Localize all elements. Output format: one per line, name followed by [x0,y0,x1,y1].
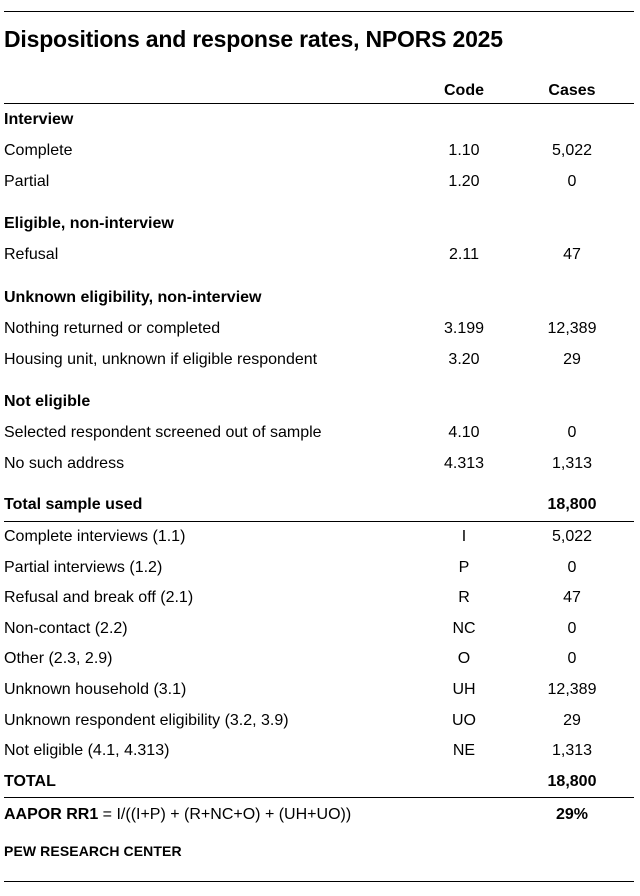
section-gap [4,479,634,490]
row-label: Non-contact (2.2) [4,619,128,637]
row-cases: 12,389 [547,320,597,338]
row-label: Refusal [4,246,59,264]
row-label: No such address [4,454,125,472]
response-rate-expression: = I/((I+P) + (R+NC+O) + (UH+UO)) [98,806,352,824]
row-label: Unknown household (3.1) [4,681,187,699]
row-label: Nothing returned or completed [4,320,221,338]
row-code: UH [452,681,476,699]
row-code: 4.313 [443,454,485,472]
row-cases: 47 [563,589,581,607]
row-code: NE [452,742,476,760]
column-header-code: Code [444,82,484,99]
row-code: 4.10 [448,424,480,442]
row-label: Complete interviews (1.1) [4,528,186,546]
row-code: NC [452,619,476,637]
row-cases: 0 [567,650,577,668]
row-code: P [458,558,470,576]
section-heading-label: Unknown eligibility, non-interview [4,288,262,306]
summary-row: Non-contact (2.2) NC 0 [4,614,634,645]
summary-row: Partial interviews (1.2) P 0 [4,552,634,583]
row-cases: 5,022 [551,142,593,160]
total-sample-row: Total sample used 18,800 [4,490,634,522]
row-code: 2.11 [449,246,479,264]
row-label: Unknown respondent eligibility (3.2, 3.9… [4,711,289,729]
row-label: Complete [4,142,73,160]
section-heading-not-eligible: Not eligible [4,386,634,418]
row-code: R [458,589,470,607]
section-heading-eligible-non-interview: Eligible, non-interview [4,208,634,240]
row-cases: 1,313 [551,454,593,472]
response-rate-name: AAPOR RR1 [4,806,99,824]
row-code: UO [452,711,476,729]
row-code: 1.20 [448,172,480,190]
total-sample-cases: 18,800 [547,496,597,514]
response-rate-row: AAPOR RR1 = I/((I+P) + (R+NC+O) + (UH+UO… [4,798,634,832]
row-label: Selected respondent screened out of samp… [4,424,322,442]
summary-row: Unknown respondent eligibility (3.2, 3.9… [4,705,634,736]
row-label: Partial interviews (1.2) [4,558,163,576]
table-row: No such address 4.313 1,313 [4,449,634,480]
source-credit: PEW RESEARCH CENTER [4,843,182,859]
table-row: Selected respondent screened out of samp… [4,418,634,449]
column-header-cases: Cases [548,82,596,99]
table-row: Complete 1.10 5,022 [4,136,634,167]
row-cases: 5,022 [551,528,593,546]
row-label: Housing unit, unknown if eligible respon… [4,350,318,368]
row-code: 3.20 [448,350,480,368]
table-row: Nothing returned or completed 3.199 12,3… [4,314,634,345]
summary-row: Not eligible (4.1, 4.313) NE 1,313 [4,736,634,767]
table-header: Code Cases [4,79,634,104]
response-rate-value: 29% [555,806,589,824]
row-label: Refusal and break off (2.1) [4,589,194,607]
row-code: O [457,650,471,668]
row-cases: 47 [563,246,581,264]
row-cases: 29 [563,711,581,729]
section-gap [4,197,634,208]
total-sample-label: Total sample used [4,496,143,514]
row-cases: 29 [563,350,581,368]
summary-row: Other (2.3, 2.9) O 0 [4,644,634,675]
bottom-rule [4,881,634,882]
row-label: Partial [4,172,50,190]
grand-total-row: TOTAL 18,800 [4,767,634,799]
row-code: 3.199 [443,320,485,338]
section-gap [4,271,634,282]
page-title: Dispositions and response rates, NPORS 2… [4,26,503,52]
table-row: Partial 1.20 0 [4,167,634,198]
section-heading-unknown-eligibility: Unknown eligibility, non-interview [4,282,634,314]
table-row: Refusal 2.11 47 [4,240,634,271]
summary-row: Complete interviews (1.1) I 5,022 [4,522,634,553]
section-heading-label: Eligible, non-interview [4,215,174,233]
grand-total-label: TOTAL [4,772,56,790]
row-cases: 1,313 [551,742,593,760]
row-cases: 0 [567,558,577,576]
section-heading-interview: Interview [4,104,634,136]
top-rule [4,11,634,12]
row-cases: 0 [567,619,577,637]
row-label: Other (2.3, 2.9) [4,650,113,668]
row-cases: 0 [567,424,577,442]
summary-row: Unknown household (3.1) UH 12,389 [4,675,634,706]
table-row: Housing unit, unknown if eligible respon… [4,344,634,375]
section-heading-label: Not eligible [4,392,91,410]
response-rate-formula: AAPOR RR1 = I/((I+P) + (R+NC+O) + (UH+UO… [4,806,504,824]
section-heading-label: Interview [4,111,74,128]
dispositions-table: Code Cases Interview Complete 1.10 5,022… [4,79,634,832]
section-gap [4,375,634,386]
row-label: Not eligible (4.1, 4.313) [4,742,170,760]
summary-row: Refusal and break off (2.1) R 47 [4,583,634,614]
row-code: 1.10 [448,142,480,160]
grand-total-cases: 18,800 [547,772,597,790]
row-cases: 0 [567,172,577,190]
row-cases: 12,389 [547,681,597,699]
row-code: I [461,528,467,546]
